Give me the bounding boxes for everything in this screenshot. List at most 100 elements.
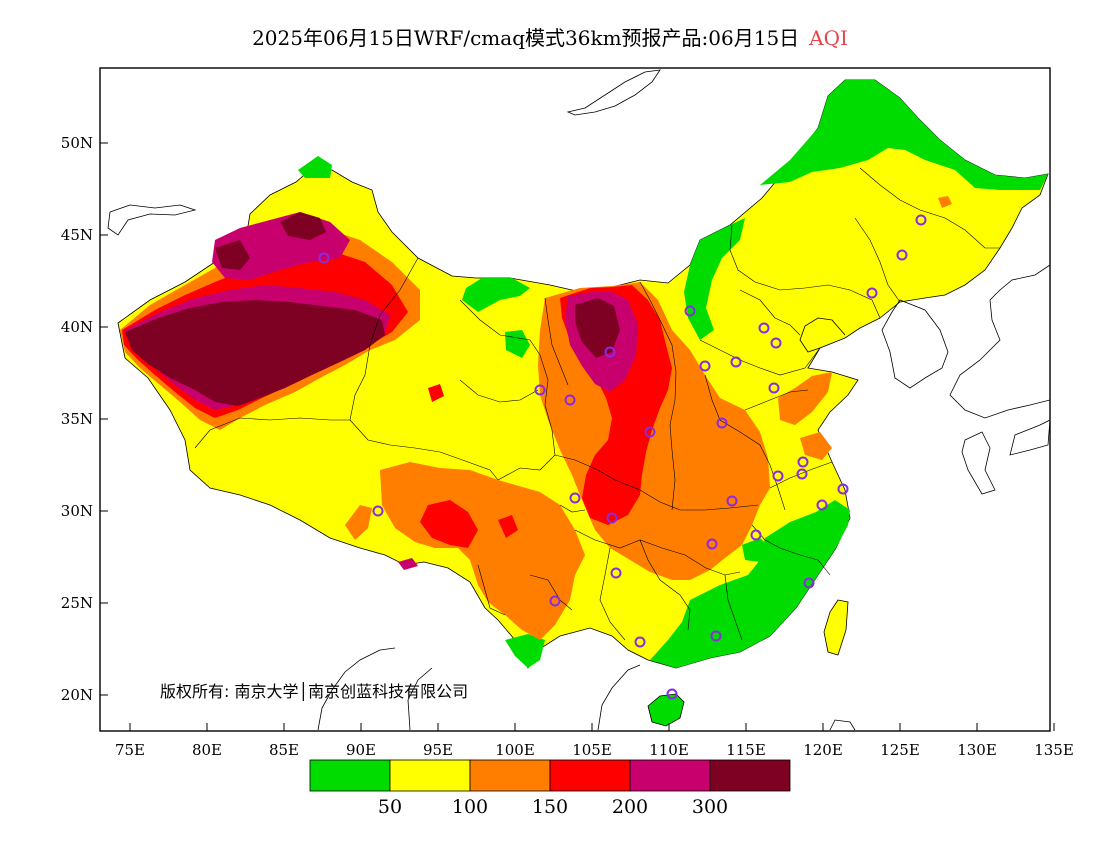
colorbar-swatch [309,759,391,792]
lat-tick-label: 45N [61,226,93,244]
lon-tick-label: 120E [803,741,843,759]
colorbar-swatch [629,759,711,792]
indochina-outline [317,647,433,731]
station-marker [816,499,828,511]
lon-tick-label: 90E [346,741,376,759]
station-marker [772,470,784,482]
lon-tick-label: 135E [1034,741,1074,759]
aqi-hazardous-tarim [125,300,385,406]
aqi-hazardous-ordos [575,298,620,358]
colorbar-swatch [469,759,551,792]
colorbar-label: 300 [692,796,728,818]
aqi-good-south [650,500,850,668]
title-main: 2025年06月15日WRF/cmaq模式36km预报产品:06月15日 [252,26,800,50]
aqi-usg-heilongjiang-spot [938,196,952,208]
korea-outline [881,299,949,389]
lon-tick-label: 115E [726,741,766,759]
station-marker [634,636,646,648]
aqi-unhealthy-gansu-spot [428,384,444,402]
station-marker [699,360,711,372]
station-marker [606,512,618,524]
aqi-hazardous-junggar [215,240,250,270]
philippines-tip [829,719,856,731]
station-marker [569,492,581,504]
station-marker [644,426,656,438]
lon-tick-label: 105E [572,741,612,759]
lat-tick-label: 25N [61,594,93,612]
colorbar-swatch [389,759,471,792]
copyright-credit: 版权所有: 南京大学│南京创蓝科技有限公司 [160,681,468,701]
station-marker [730,356,742,368]
aqi-colorbar: 50 100 150 200 300 [309,759,791,818]
station-marker [716,417,728,429]
aqi-good-xinjiang-north [298,156,332,178]
station-marker [564,394,576,406]
lat-tick-label: 20N [61,686,93,704]
lon-tick-label: 85E [269,741,299,759]
station-marker [896,249,908,261]
province-boundaries [194,167,1000,641]
lat-tick-label: 40N [61,318,93,336]
sakhalin-outline [566,69,661,116]
station-marker [866,287,878,299]
station-marker [666,688,678,700]
aqi-very-unhealthy-tibet-south [398,558,418,570]
vietnam-outline [597,664,641,731]
bohai-coast [799,317,846,353]
aqi-good-central-north [462,278,530,312]
lon-tick-label: 110E [649,741,689,759]
station-marker [803,577,815,589]
aqi-unhealthy-sichuan [498,515,518,538]
monitoring-stations [318,214,927,700]
longitude-axis: 75E 80E 85E 90E 95E 100E 105E 110E 115E 120E 125E 1… [115,723,1074,759]
lon-tick-label: 75E [115,741,145,759]
station-marker [604,346,616,358]
station-marker [549,595,561,607]
hainan-island [647,693,685,727]
lat-tick-label: 30N [61,502,93,520]
station-marker [318,252,330,264]
aqi-usg-sichuan-west [345,505,372,540]
station-marker [797,456,809,468]
latitude-axis: 50N 45N 40N 35N 30N 25N 20N [61,134,108,704]
station-marker [915,214,927,226]
station-marker [750,529,762,541]
station-marker [837,483,849,495]
lon-tick-label: 125E [880,741,920,759]
station-marker [796,468,808,480]
station-marker [372,505,384,517]
aqi-usg-jiangsu [800,432,832,460]
station-marker [534,384,546,396]
station-marker [770,337,782,349]
aqi-good-yunnan-south [505,634,545,668]
taiwan-island [823,599,849,656]
aqi-good-innermongolia-east [684,218,745,340]
colorbar-label: 200 [612,796,648,818]
japan-outline [949,264,1050,495]
aqi-good-jiangxi [742,538,770,562]
aqi-hazardous-turpan [280,212,326,240]
lon-tick-label: 95E [423,741,453,759]
lat-tick-label: 35N [61,410,93,428]
colorbar-label: 100 [452,796,488,818]
station-marker [758,322,770,334]
lon-tick-label: 130E [957,741,997,759]
station-marker [768,382,780,394]
station-marker [706,538,718,550]
station-marker [710,630,722,642]
colorbar-label: 150 [532,796,568,818]
lon-tick-label: 80E [192,741,222,759]
station-marker [684,305,696,317]
station-marker [610,567,622,579]
title-variable: AQI [809,26,848,50]
lat-tick-label: 50N [61,134,93,152]
kazakh-lake-outline [107,204,197,236]
colorbar-label: 50 [378,796,402,818]
aqi-unhealthy-tibet [420,500,478,548]
colorbar-swatch [709,759,791,792]
colorbar-swatch [549,759,631,792]
map-frame [99,67,1051,732]
aqi-usg-shandong [778,372,832,425]
lon-tick-label: 100E [495,741,535,759]
